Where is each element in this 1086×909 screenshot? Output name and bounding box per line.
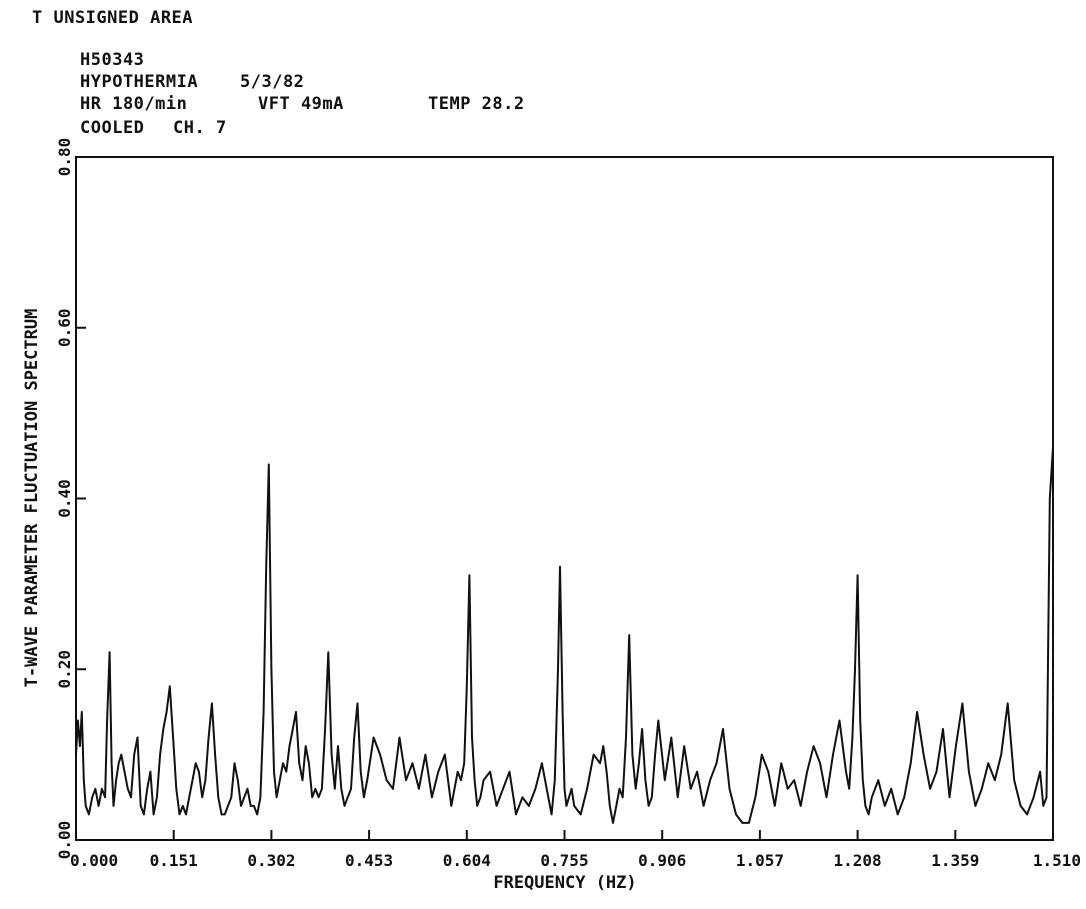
x-tick-label: 1.359 xyxy=(931,851,979,870)
channel-label: CH. 7 xyxy=(173,118,227,138)
condition-label: HYPOTHERMIA xyxy=(80,72,199,92)
x-tick-label: 0.151 xyxy=(150,851,198,870)
x-tick-label: 0.906 xyxy=(638,851,686,870)
plot-frame xyxy=(75,156,1054,841)
state-label: COOLED xyxy=(80,118,145,138)
heart-rate-label: HR 180/min xyxy=(80,94,188,114)
temperature-label: TEMP 28.2 xyxy=(428,94,525,114)
y-axis-label: T-WAVE PARAMETER FLUCTUATION SPECTRUM xyxy=(22,309,42,688)
x-tick-label: 0.604 xyxy=(443,851,491,870)
x-tick-label: 0.000 xyxy=(70,851,118,870)
x-axis-label: FREQUENCY (HZ) xyxy=(493,873,636,893)
x-tick-label: 1.057 xyxy=(736,851,784,870)
x-tick-label: 1.510 xyxy=(1033,851,1081,870)
record-id: H50343 xyxy=(80,50,145,70)
spectrum-line xyxy=(75,447,1054,824)
y-axis: 0.00 0.20 0.40 0.60 0.80 xyxy=(55,138,86,860)
chart-title: T UNSIGNED AREA xyxy=(32,8,194,28)
y-tick-label: 0.00 xyxy=(55,821,74,860)
y-tick-label: 0.40 xyxy=(55,479,74,518)
x-tick-label: 0.302 xyxy=(247,851,295,870)
y-tick-label: 0.60 xyxy=(55,308,74,347)
x-axis: 0.000 0.151 0.302 0.453 0.604 0.755 0.906 1.057… xyxy=(70,830,1081,870)
date-label: 5/3/82 xyxy=(240,72,305,92)
vft-label: VFT 49mA xyxy=(258,94,344,114)
y-tick-label: 0.20 xyxy=(55,650,74,689)
y-tick-label: 0.80 xyxy=(55,138,74,177)
x-tick-label: 0.453 xyxy=(345,851,393,870)
x-tick-label: 0.755 xyxy=(540,851,588,870)
x-tick-label: 1.208 xyxy=(834,851,882,870)
